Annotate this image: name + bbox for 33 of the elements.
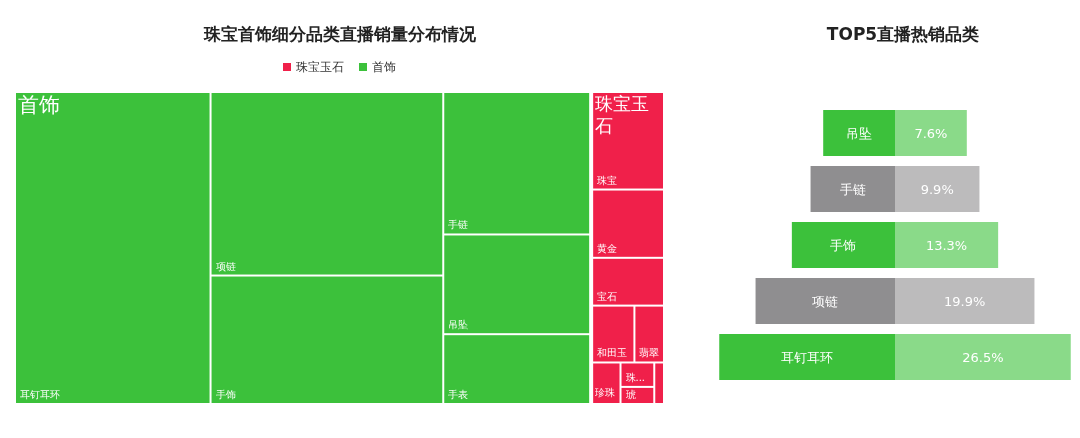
category-label: 琥 [625,389,636,400]
category-label: 翡翠 [639,347,660,359]
category-label: 吊坠 [448,319,469,331]
data-label: 13.3% [925,238,968,253]
bar: 手链 9.9% [810,166,980,212]
category-label: 耳钉耳环 [20,389,60,400]
category-label: 手饰 [215,389,236,400]
category-label: 手链 [448,219,469,231]
bar: 吊坠 7.6% [823,110,967,156]
bar: 手饰 13.3% [791,222,999,268]
tile-label: 珍珠 [595,387,616,398]
bar: 耳钉耳环 26.5% [719,334,1071,380]
category-label: 吊坠 [846,126,873,141]
data-label: 26.5% [962,350,1004,365]
category-label: 珠... [625,371,646,383]
category-label: 项链 [812,294,839,309]
legend-label: 首饰 [372,60,396,74]
text: 珠宝首饰细分品类直播销量分布情况 [203,24,477,44]
bar: 项链 19.9% [755,278,1035,324]
data-label: 19.9% [944,294,986,309]
category-label: 手饰 [830,238,857,253]
category-label: 手链 [839,182,866,197]
category-label: 耳钉耳环 [781,350,834,365]
legend-label: 珠宝玉石 [296,60,344,74]
category-label: 项链 [215,260,236,272]
category-label: 手表 [448,389,469,400]
category-label: 宝石 [597,290,618,302]
category-label: 珠宝 [597,174,618,186]
data-label: 7.6% [914,126,948,141]
data-label: 9.9% [920,182,954,197]
text: TOP5直播热销品类 [826,24,980,44]
category-label: 和田玉 [597,347,628,359]
category-label: 黄金 [597,242,618,254]
